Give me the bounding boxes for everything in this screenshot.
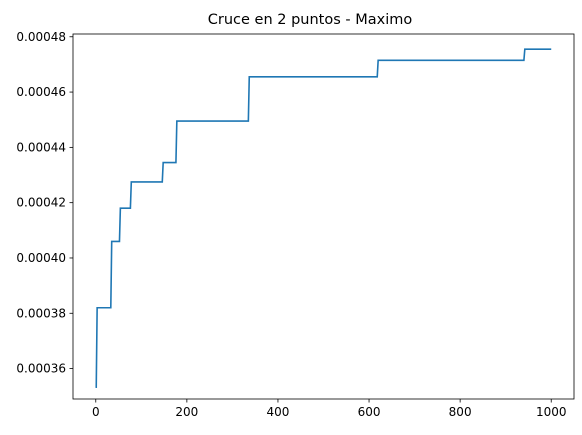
- x-tick-label: 400: [267, 405, 290, 419]
- x-tick-label: 800: [449, 405, 472, 419]
- chart-title: Cruce en 2 puntos - Maximo: [208, 12, 413, 28]
- y-tick-label: 0.00048: [16, 30, 66, 44]
- y-tick-label: 0.00046: [16, 85, 66, 99]
- x-tick-label: 200: [175, 405, 198, 419]
- plot-frame: [72, 33, 575, 400]
- y-axis: 0.00036 0.00038 0.00040 0.00042 0.00044 0.000…: [16, 30, 73, 376]
- plot-area: [95, 48, 552, 388]
- x-tick-label: 600: [358, 405, 381, 419]
- series-line-0: [95, 48, 552, 388]
- x-tick-label: 0: [92, 405, 100, 419]
- y-tick-label: 0.00036: [16, 362, 66, 376]
- y-tick-label: 0.00038: [16, 306, 66, 320]
- y-tick-label: 0.00040: [16, 251, 66, 265]
- x-tick-label: 1000: [536, 405, 567, 419]
- y-tick-label: 0.00044: [16, 140, 66, 154]
- x-axis: 0 200 400 600 800 1000: [92, 399, 567, 419]
- y-tick-label: 0.00042: [16, 196, 66, 210]
